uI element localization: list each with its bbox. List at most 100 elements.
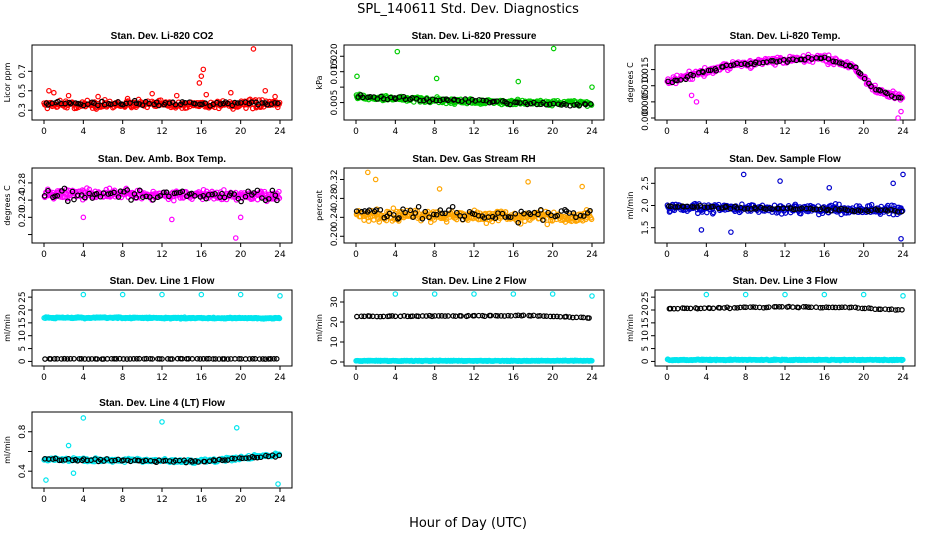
data-point	[455, 97, 462, 104]
x-tick-label: 12	[779, 373, 790, 383]
x-tick-label: 24	[586, 373, 598, 383]
data-point	[722, 204, 728, 211]
y-tick-label: 0.7	[18, 64, 28, 78]
data-point	[200, 356, 207, 362]
x-tick-label: 20	[235, 250, 247, 260]
panel-4: Stan. Dev. Amb. Box Temp. degrees C 0 4 8 12 1…	[3, 154, 293, 260]
data-point	[157, 193, 164, 199]
data-point	[535, 211, 541, 218]
panel-2: Stan. Dev. Li-820 Pressure kPa 0 4 8 12 16 20 24…	[315, 31, 605, 137]
data-point	[156, 356, 163, 362]
data-point	[810, 206, 816, 213]
panel-5: Stan. Dev. Gas Stream RH percent 0 4 8 12 16 20…	[315, 154, 605, 260]
data-point	[527, 100, 534, 107]
x-tick-label: 12	[156, 250, 167, 260]
data-point	[265, 356, 272, 362]
data-point	[116, 355, 123, 362]
y-tick-label: 0.20	[18, 207, 28, 227]
data-point	[105, 191, 112, 197]
data-point	[449, 203, 456, 210]
data-point	[203, 355, 210, 362]
data-point	[238, 198, 244, 205]
data-point	[189, 459, 195, 465]
data-point	[747, 304, 754, 310]
outlier-point	[159, 419, 165, 425]
data-point	[86, 190, 92, 197]
outlier-point	[510, 291, 517, 297]
data-point	[707, 67, 714, 74]
data-point	[249, 355, 256, 362]
x-tick-label: 16	[196, 127, 208, 137]
y-tick-label: 0.24	[18, 190, 28, 210]
x-tick-label: 8	[432, 127, 438, 137]
data-point	[268, 101, 275, 107]
plot-frame	[343, 289, 605, 367]
outlier-point	[895, 115, 901, 121]
data-point	[374, 96, 381, 102]
data-point	[76, 355, 83, 362]
data-point	[681, 305, 688, 312]
data-point	[807, 205, 814, 212]
data-point	[790, 206, 797, 213]
data-point	[140, 458, 146, 465]
y-tick-label: 0.4	[18, 464, 28, 479]
data-point	[805, 304, 812, 311]
data-point	[528, 313, 534, 319]
series-black-points	[42, 355, 280, 362]
series-colored-points	[41, 291, 283, 322]
outlier-point	[173, 92, 180, 99]
data-point	[254, 187, 261, 194]
figure-title: SPL_140611 Std. Dev. Diagnostics	[357, 2, 579, 17]
panel-title: Stan. Dev. Line 3 Flow	[733, 276, 838, 287]
data-point	[458, 313, 464, 319]
x-tick-label: 24	[897, 373, 909, 383]
data-point	[832, 206, 839, 212]
x-tick-label: 12	[156, 495, 167, 505]
x-tick-label: 24	[586, 127, 598, 137]
data-point	[825, 206, 831, 213]
data-point	[857, 70, 864, 77]
data-point	[257, 454, 264, 461]
x-tick-label: 8	[432, 250, 438, 260]
outlier-point	[277, 293, 283, 299]
data-point	[691, 204, 698, 210]
data-point	[267, 356, 274, 362]
data-point	[499, 210, 506, 217]
data-point	[442, 313, 448, 319]
outlier-point	[198, 73, 205, 79]
data-point	[690, 72, 697, 79]
data-point	[538, 207, 544, 213]
data-point	[435, 313, 442, 319]
data-point	[829, 304, 836, 311]
outlier-point	[471, 291, 477, 297]
data-point	[450, 313, 456, 319]
data-point	[133, 355, 140, 362]
data-point	[117, 188, 124, 194]
data-point	[507, 214, 514, 221]
data-point	[260, 356, 266, 362]
data-point	[377, 207, 384, 213]
data-point	[197, 356, 203, 362]
data-point	[502, 214, 509, 220]
outlier-point	[703, 291, 710, 298]
data-point	[701, 204, 708, 210]
data-point	[752, 206, 759, 212]
plot-frame	[343, 44, 605, 121]
data-point	[512, 312, 519, 319]
data-point	[192, 193, 198, 199]
outlier-point	[698, 227, 705, 233]
data-point	[694, 204, 701, 210]
outlier-point	[119, 291, 126, 298]
outlier-point	[777, 178, 783, 184]
data-point	[276, 188, 282, 195]
data-point	[577, 212, 584, 219]
data-point	[216, 456, 223, 463]
data-point	[149, 356, 156, 362]
data-point	[566, 314, 573, 320]
y-tick-label: 1.5	[641, 221, 651, 235]
data-point	[263, 452, 269, 459]
data-point	[259, 100, 265, 106]
data-point	[157, 97, 164, 103]
data-point	[817, 206, 824, 213]
x-tick-label: 4	[703, 373, 709, 383]
